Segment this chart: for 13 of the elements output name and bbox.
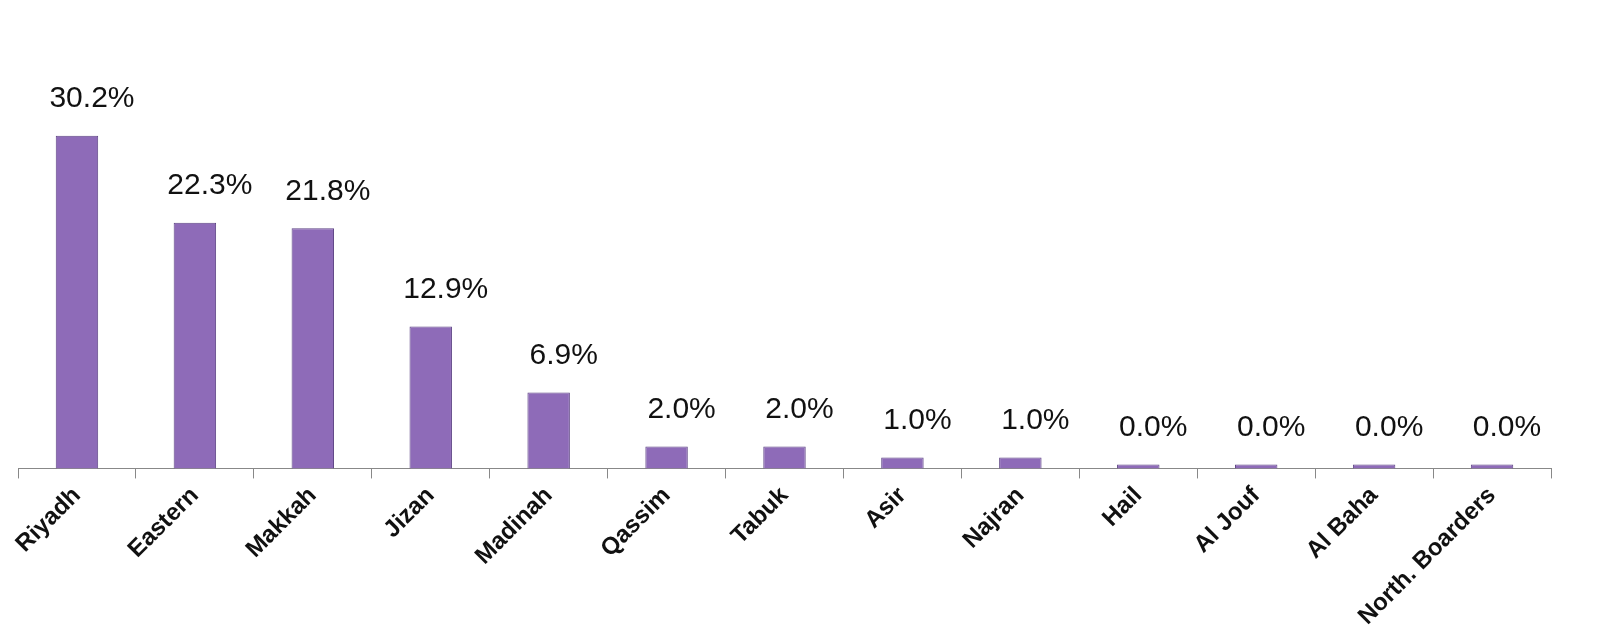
data-label: 2.0%	[765, 390, 834, 424]
data-label: 0.0%	[1237, 408, 1306, 442]
data-label: 22.3%	[167, 167, 253, 201]
data-label: 0.0%	[1472, 408, 1542, 442]
data-label: 0.0%	[1354, 408, 1424, 442]
data-label: 2.0%	[647, 390, 716, 424]
data-label: 1.0%	[1001, 401, 1070, 435]
data-label: 6.9%	[529, 336, 598, 370]
data-label: 12.9%	[403, 270, 489, 304]
data-label: 0.0%	[1119, 408, 1188, 442]
data-label: 30.2%	[49, 80, 135, 114]
data-label: 21.8%	[285, 172, 371, 206]
data-label: 1.0%	[883, 401, 952, 435]
